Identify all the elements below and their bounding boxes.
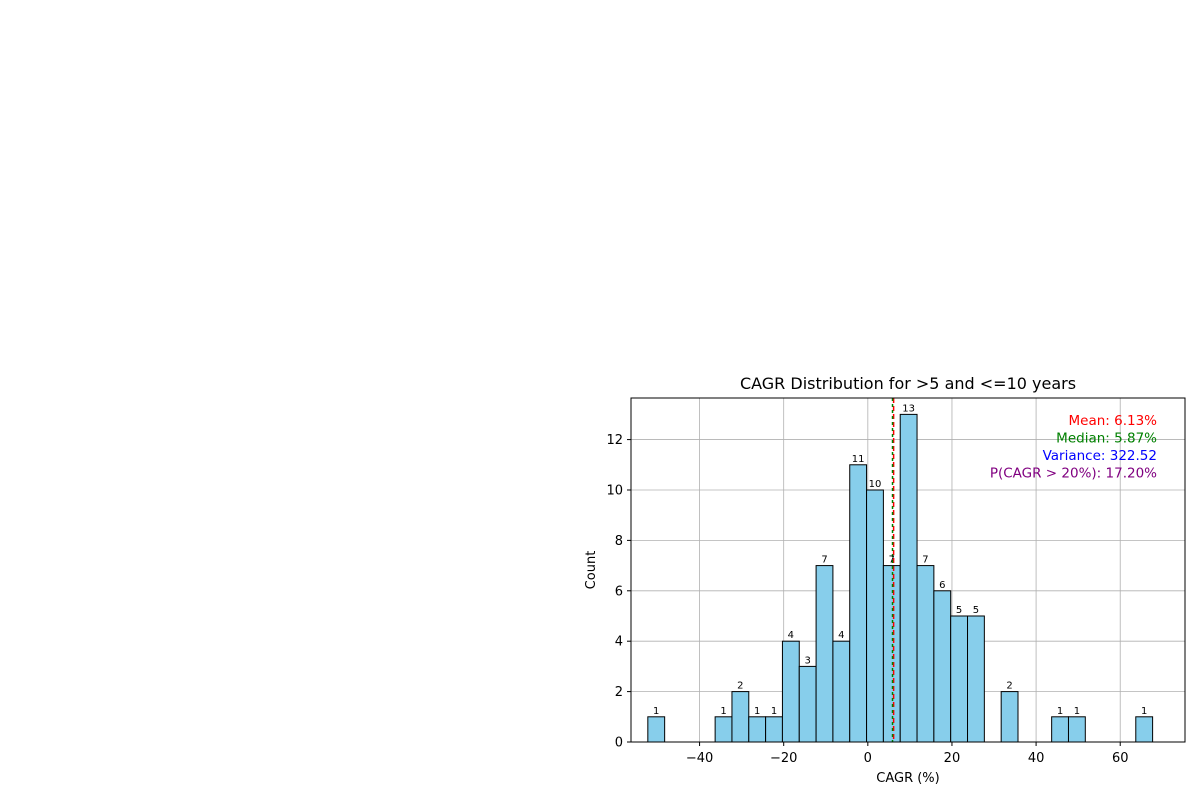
histogram-bar [933, 590, 952, 743]
y-tick-label: 10 [606, 483, 623, 498]
stat-annotation: Mean: 6.13% [1068, 413, 1157, 429]
bar-count-label: 11 [852, 454, 865, 465]
bar-count-label: 7 [889, 555, 895, 566]
y-axis-ticks: 0 2 4 6 8 10 12 [606, 433, 631, 751]
stat-annotation: P(CAGR > 20%): 17.20% [990, 466, 1157, 482]
histogram-bar [748, 716, 767, 743]
histogram-bar [866, 489, 884, 743]
histogram-bar [832, 640, 851, 743]
bar-count-label: 5 [973, 605, 979, 616]
y-axis-label: Count [584, 551, 599, 590]
bar-count-label: 3 [804, 655, 810, 666]
bar-count-label: 7 [922, 555, 928, 566]
bar-count-label: 2 [737, 681, 743, 692]
histogram-bar [798, 665, 817, 743]
bar-count-label: 1 [1074, 706, 1080, 717]
bar-count-label: 4 [788, 630, 794, 641]
bar-count-label: 13 [902, 403, 915, 414]
stat-annotation: Median: 5.87% [1056, 431, 1157, 447]
y-tick-label: 6 [615, 584, 623, 599]
x-tick-label: 0 [864, 751, 872, 766]
histogram-bar [781, 640, 800, 743]
stat-annotation: Variance: 322.52 [1043, 448, 1157, 464]
y-tick-label: 4 [615, 635, 623, 650]
histogram-bar [950, 615, 969, 743]
histogram-bar [1051, 716, 1069, 743]
bar-count-label: 1 [1057, 706, 1063, 717]
histogram-bar [1000, 691, 1019, 743]
bar-count-label: 1 [771, 706, 777, 717]
y-tick-label: 12 [606, 433, 623, 448]
histogram-bar [967, 615, 985, 743]
histogram-bar [916, 565, 935, 743]
bar-count-label: 1 [1141, 706, 1147, 717]
bar-count-label: 1 [720, 706, 726, 717]
y-tick-label: 2 [615, 685, 623, 700]
histogram-bar [765, 716, 783, 743]
x-axis-label: CAGR (%) [876, 771, 939, 786]
x-tick-label: 40 [1028, 751, 1045, 766]
bar-count-label: 1 [653, 706, 659, 717]
plot-frame [630, 397, 1186, 743]
stats-annotations: Mean: 6.13% Median: 5.87%Variance: 322.52… [990, 413, 1157, 482]
bar-count-label: 5 [956, 605, 962, 616]
y-tick-label: 8 [615, 534, 623, 549]
histogram-bar [1067, 716, 1086, 743]
histogram-bar [647, 716, 666, 743]
bar-count-label: 1 [754, 706, 760, 717]
histogram-bar [1135, 716, 1154, 743]
histogram-bar [849, 464, 868, 743]
bar-count-label: 4 [838, 630, 844, 641]
x-tick-label: −20 [770, 751, 797, 766]
x-tick-label: −40 [686, 751, 713, 766]
x-tick-label: 60 [1112, 751, 1129, 766]
bar-count-label: 10 [869, 479, 882, 490]
histogram-bars [647, 413, 1154, 743]
histogram-bar [815, 565, 834, 743]
histogram-bar [899, 413, 918, 743]
y-tick-label: 0 [615, 736, 623, 751]
reference-lines [891, 398, 895, 742]
histogram-bar [731, 691, 750, 743]
bar-count-label: 7 [821, 555, 827, 566]
histogram-bar [714, 716, 733, 743]
chart-title: CAGR Distribution for >5 and <=10 years [740, 374, 1076, 393]
bar-count-label: 6 [939, 580, 945, 591]
x-tick-label: 20 [944, 751, 961, 766]
bar-count-label: 2 [1006, 681, 1012, 692]
x-axis-ticks: −40 −20 0 20 40 60 [686, 742, 1129, 766]
